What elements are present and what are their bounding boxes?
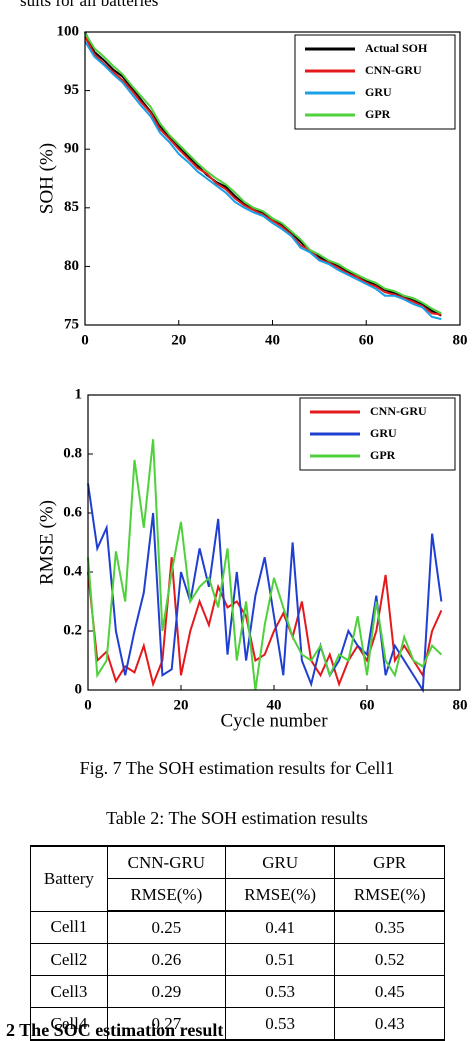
y-tick-label: 95: [64, 82, 79, 98]
plot-frame: [87, 394, 461, 691]
x-tick-label: 0: [84, 697, 92, 713]
header-cell: CNN-GRU: [106, 845, 226, 879]
table-cell: Cell3: [30, 975, 108, 1008]
figure-caption: Fig. 7 The SOH estimation results for Ce…: [80, 758, 395, 778]
y-tick-label: 75: [64, 316, 79, 332]
y-tick-label: 0.8: [63, 445, 82, 461]
table-cell: 0.45: [334, 975, 445, 1008]
x-tick-label: 60: [359, 332, 374, 348]
y-tick-label: 0.6: [63, 504, 82, 520]
y-tick-label: 90: [64, 141, 79, 157]
table-cell: Cell4: [30, 1007, 108, 1041]
table-cell: 0.51: [224, 943, 336, 976]
table-cell: 0.53: [224, 1007, 336, 1041]
table-header: Battery CNN-GRU GRU GPR: [30, 845, 445, 912]
series-line: [84, 32, 442, 315]
y-tick-label: 80: [64, 258, 79, 274]
table-row: Cell3 0.29 0.53 0.45: [30, 975, 445, 1008]
header-cell: GPR: [334, 845, 445, 879]
series-line: [87, 483, 443, 694]
plot-frame: [84, 31, 461, 326]
table-row: Cell2 0.26 0.51 0.52: [30, 943, 445, 976]
legend-label: Actual SOH: [365, 41, 428, 55]
y-tick-label: 0.2: [63, 622, 82, 638]
table-cell: 0.27: [106, 1007, 226, 1041]
series-line: [87, 439, 443, 691]
legend-label: CNN-GRU: [365, 63, 422, 77]
y-tick-label: 1: [75, 386, 83, 402]
x-tick-label: 40: [265, 332, 280, 348]
y-tick-label: 100: [57, 23, 80, 39]
table-cell: 0.25: [106, 910, 226, 944]
legend-label: GRU: [365, 85, 392, 99]
series-line: [84, 36, 442, 316]
header-cell: GRU: [224, 845, 336, 879]
x-tick-label: 20: [171, 332, 186, 348]
x-tick-label: 80: [453, 697, 468, 713]
series-line: [87, 557, 443, 688]
x-axis-label: Cycle number: [220, 710, 328, 731]
legend-label: GRU: [370, 426, 397, 440]
header-cell: RMSE(%): [334, 878, 445, 912]
table-row: Cell4 0.27 0.53 0.43: [30, 1007, 445, 1041]
table-cell: 0.35: [334, 910, 445, 944]
y-axis-label: SOH (%): [36, 143, 57, 214]
table-cell: Cell1: [30, 910, 108, 944]
table-subheader: RMSE(%) RMSE(%) RMSE(%): [31, 878, 445, 912]
header-cell: RMSE(%): [106, 878, 226, 912]
cover: [0, 368, 474, 390]
table-cell: 0.26: [106, 943, 226, 976]
y-tick-label: 0: [75, 681, 83, 697]
legend-label: CNN-GRU: [370, 404, 427, 418]
x-tick-label: 80: [453, 332, 468, 348]
top-text: sults for all batteries: [20, 0, 158, 10]
table-row: Cell1 0.25 0.41 0.35: [30, 910, 445, 944]
x-tick-label: 20: [174, 697, 189, 713]
table-cell: 0.43: [334, 1007, 445, 1041]
header-cell: RMSE(%): [224, 878, 336, 912]
table-cell: 0.53: [224, 975, 336, 1008]
table-cell: Cell2: [30, 943, 108, 976]
legend-label: GPR: [365, 107, 391, 121]
legend-label: GPR: [370, 448, 396, 462]
table-cell: 0.41: [224, 910, 336, 944]
legend-box: [294, 34, 456, 130]
series-line: [84, 40, 442, 321]
result-table: Battery CNN-GRU GRU GPR RMSE(%) RMSE(%) …: [30, 845, 445, 1041]
y-axis-label: RMSE (%): [36, 500, 57, 585]
x-tick-label: 60: [360, 697, 375, 713]
table-title: Table 2: The SOH estimation results: [106, 808, 368, 828]
x-tick-label: 40: [267, 697, 282, 713]
y-tick-label: 0.4: [63, 563, 82, 579]
table-cell: 0.52: [334, 943, 445, 976]
y-tick-label: 85: [64, 199, 79, 215]
header-cell: Battery: [30, 845, 108, 912]
table-cell: 0.29: [106, 975, 226, 1008]
x-tick-label: 0: [81, 332, 89, 348]
